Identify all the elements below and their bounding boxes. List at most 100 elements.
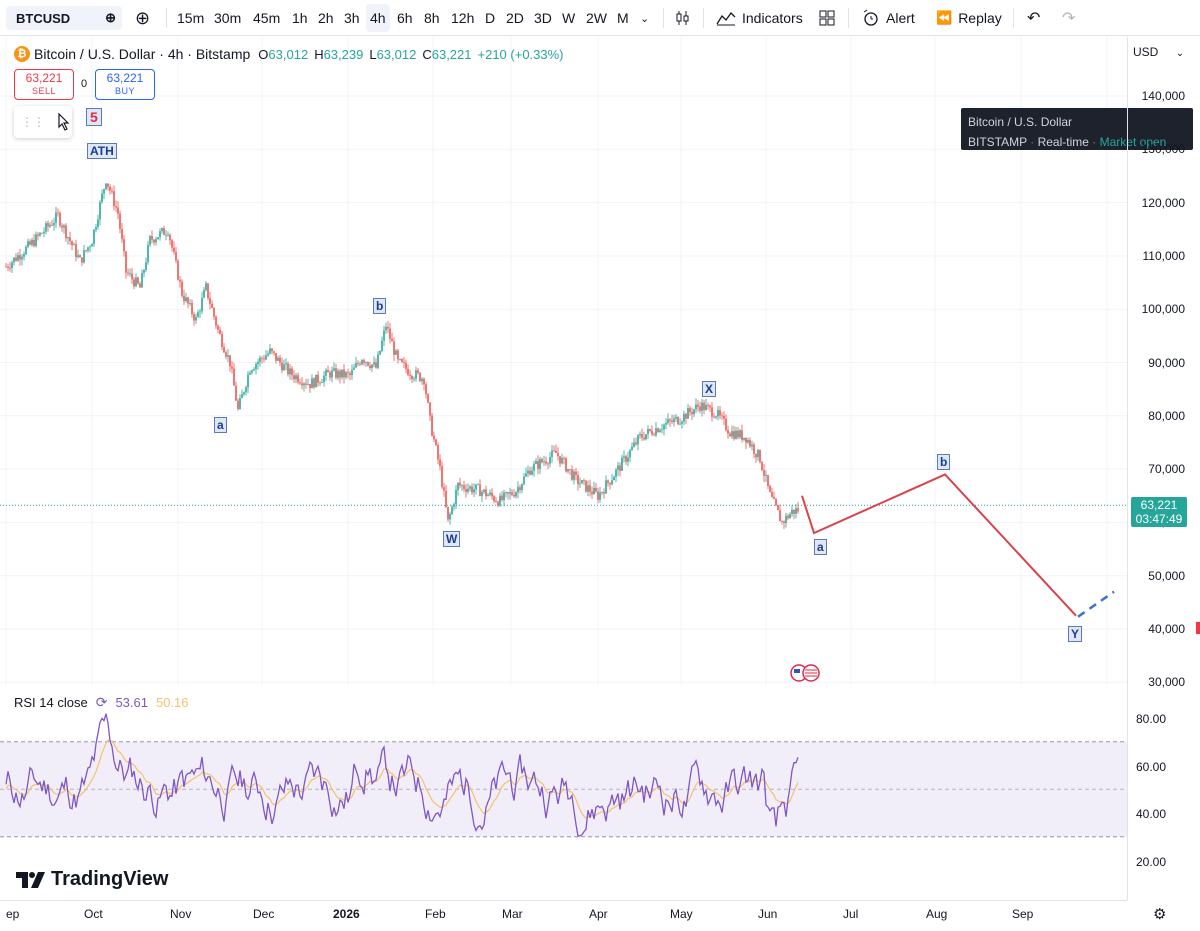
replay-button[interactable]: ⏪ Replay xyxy=(936,8,1002,28)
candle-body xyxy=(691,412,693,415)
candle-body xyxy=(255,364,257,370)
redo-icon[interactable]: ↷ xyxy=(1062,10,1076,27)
time-label: Oct xyxy=(84,907,103,921)
compare-heart-icon[interactable]: ⊕ xyxy=(105,10,116,25)
candle-body xyxy=(51,224,53,226)
interval-2W[interactable]: 2W xyxy=(586,10,607,26)
wave-label-y[interactable]: Y xyxy=(1068,626,1083,642)
economic-events-icon[interactable] xyxy=(789,664,823,682)
interval-2D[interactable]: 2D xyxy=(506,10,524,26)
candle-body xyxy=(265,355,267,360)
rsi-scale-label: 20.00 xyxy=(1136,854,1167,869)
candle-body xyxy=(663,424,665,430)
candles-icon[interactable] xyxy=(675,8,691,28)
candle-body xyxy=(227,355,229,357)
replay-label: Replay xyxy=(958,10,1002,26)
interval-30m[interactable]: 30m xyxy=(214,10,242,26)
price-scale[interactable] xyxy=(1127,37,1200,900)
rsi-pane[interactable] xyxy=(0,687,1127,900)
sell-button[interactable]: 63,221 SELL xyxy=(14,69,74,100)
tradingview-logo-icon xyxy=(16,871,45,888)
price-label: 40,000 xyxy=(1148,622,1185,636)
candle-body xyxy=(257,361,259,365)
wave-label-ath[interactable]: ATH xyxy=(87,143,117,159)
candle-body xyxy=(705,404,707,411)
interval-2h[interactable]: 2h xyxy=(318,10,334,26)
add-symbol-icon[interactable]: ⊕ xyxy=(135,7,151,28)
wave-label-a1[interactable]: a xyxy=(214,417,227,433)
interval-45m[interactable]: 45m xyxy=(253,10,281,26)
candle-body xyxy=(273,351,275,354)
wave-label-b1[interactable]: b xyxy=(373,298,387,314)
candle-body xyxy=(81,257,83,263)
tooltip-feed: Real-time xyxy=(1037,135,1089,149)
candle-body xyxy=(401,359,403,363)
cursor-arrow-icon[interactable] xyxy=(57,113,71,131)
wave-label-b2[interactable]: b xyxy=(937,454,951,470)
candle-body xyxy=(395,350,397,355)
candle-body xyxy=(167,234,169,236)
interval-15m[interactable]: 15m xyxy=(177,10,205,26)
interval-12h[interactable]: 12h xyxy=(451,10,475,26)
wave-label-x[interactable]: X xyxy=(702,381,717,397)
candle-body xyxy=(277,357,279,361)
interval-3D[interactable]: 3D xyxy=(534,10,552,26)
candle-body xyxy=(159,231,161,238)
buy-button[interactable]: 63,221 BUY xyxy=(95,69,155,100)
currency-selector[interactable]: USD ⌄ xyxy=(1133,45,1184,59)
interval-6h[interactable]: 6h xyxy=(397,10,413,26)
wave-label-w[interactable]: W xyxy=(443,531,461,547)
wave-label-5[interactable]: 5 xyxy=(86,108,102,126)
candle-body xyxy=(351,369,353,376)
time-axis[interactable] xyxy=(0,900,1127,931)
candle-body xyxy=(157,237,159,240)
interval-W[interactable]: W xyxy=(562,10,576,26)
candle-body xyxy=(147,244,149,263)
candle-body xyxy=(239,398,241,409)
rsi-canvas[interactable] xyxy=(0,687,1127,900)
candle-body xyxy=(55,212,57,223)
candle-body xyxy=(223,347,225,353)
rsi-settings-icon[interactable]: ⟳ xyxy=(95,694,108,710)
candle-body xyxy=(437,444,439,460)
time-label: Mar xyxy=(502,907,523,921)
candle-body xyxy=(305,383,307,385)
settings-gear-icon[interactable]: ⚙ xyxy=(1153,906,1167,923)
undo-icon[interactable]: ↶ xyxy=(1027,10,1041,27)
projection-extension xyxy=(1077,590,1115,618)
candle-body xyxy=(609,482,611,485)
cursor-tool-panel[interactable]: ⋮⋮ xyxy=(14,106,72,138)
rewind-icon: ⏪ xyxy=(936,10,953,25)
candle-body xyxy=(29,241,31,245)
candle-body xyxy=(651,430,653,435)
drag-handle-icon[interactable]: ⋮⋮ xyxy=(21,115,45,129)
candle-body xyxy=(291,368,293,376)
price-label: 110,000 xyxy=(1142,248,1186,263)
candle-body xyxy=(199,311,201,313)
candle-body xyxy=(337,370,339,378)
interval-M[interactable]: M xyxy=(617,10,629,26)
interval-chevron-down-icon[interactable]: ⌄ xyxy=(640,12,650,25)
candle-body xyxy=(153,239,155,243)
interval-D[interactable]: D xyxy=(485,10,496,26)
price-chart[interactable] xyxy=(0,37,1127,685)
interval-3h[interactable]: 3h xyxy=(344,10,360,26)
alert-button[interactable]: Alert xyxy=(862,8,915,28)
candle-body xyxy=(539,459,541,469)
candle-body xyxy=(571,469,573,480)
price-chart-canvas[interactable] xyxy=(0,37,1127,685)
candle-body xyxy=(377,354,379,368)
candle-body xyxy=(615,469,617,477)
indicators-button[interactable]: Indicators xyxy=(716,8,803,28)
candle-body xyxy=(581,480,583,484)
wave-label-a2[interactable]: a xyxy=(814,539,827,555)
interval-1h[interactable]: 1h xyxy=(292,10,308,26)
candle-body xyxy=(359,363,361,365)
candle-body xyxy=(47,223,49,227)
interval-4h[interactable]: 4h xyxy=(366,4,390,32)
candle-body xyxy=(655,428,657,436)
symbol-search[interactable]: BTCUSD ⊕ xyxy=(6,6,122,30)
layouts-icon[interactable] xyxy=(819,8,835,28)
interval-8h[interactable]: 8h xyxy=(424,10,440,26)
tradingview-logo[interactable]: TradingView xyxy=(16,868,168,891)
